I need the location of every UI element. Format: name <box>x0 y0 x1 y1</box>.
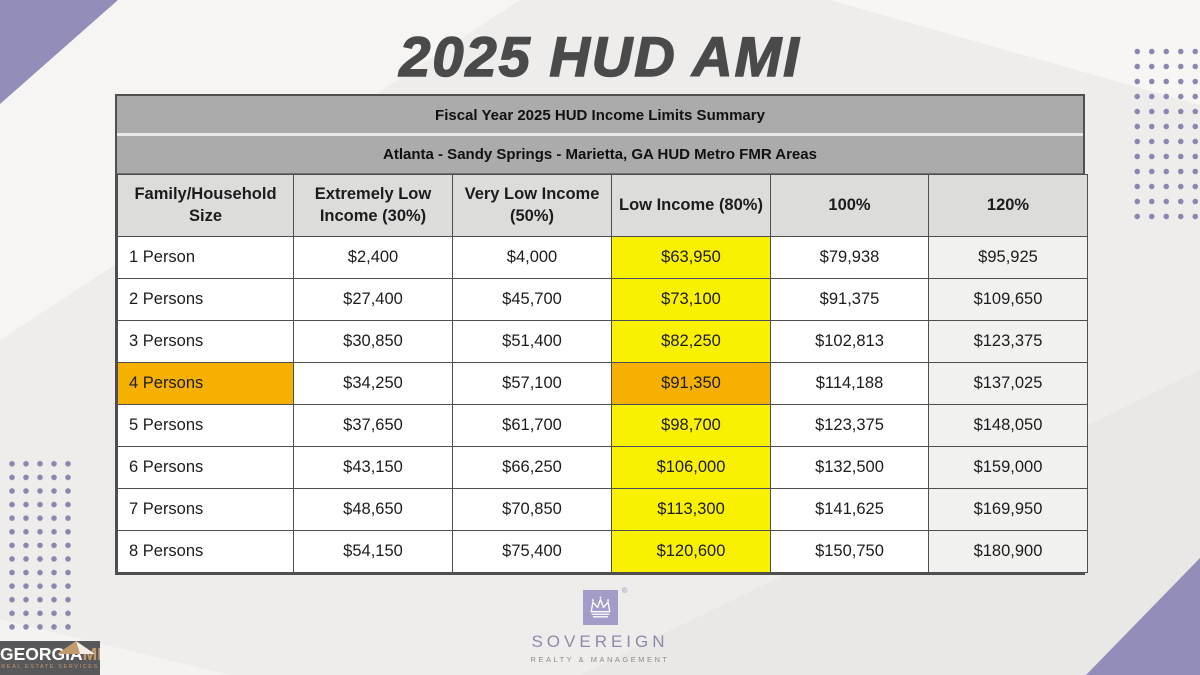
sovereign-logo: ® SOVEREIGN REALTY & MANAGEMENT <box>0 586 1200 664</box>
table-row: 3 Persons $30,850 $51,400 $82,250 $102,8… <box>117 320 1088 363</box>
cell-100pct: $114,188 <box>770 362 929 405</box>
page-title: 2025 HUD AMI <box>398 24 801 89</box>
cell-80pct: $82,250 <box>611 320 771 363</box>
table-row: 6 Persons $43,150 $66,250 $106,000 $132,… <box>117 446 1088 489</box>
cell-80pct: $106,000 <box>611 446 771 489</box>
cell-120pct: $159,000 <box>928 446 1088 489</box>
cell-100pct: $79,938 <box>770 236 929 279</box>
cell-50pct: $57,100 <box>452 362 612 405</box>
cell-80pct: $120,600 <box>611 530 771 573</box>
table-banner-metro-area: Atlanta - Sandy Springs - Marietta, GA H… <box>117 136 1083 174</box>
cell-50pct: $45,700 <box>452 278 612 321</box>
cell-80pct: $63,950 <box>611 236 771 279</box>
cell-30pct: $54,150 <box>293 530 453 573</box>
georgia-mls-tagline: REAL ESTATE SERVICES <box>1 664 99 670</box>
row-label: 6 Persons <box>117 446 294 489</box>
cell-80pct: $98,700 <box>611 404 771 447</box>
cell-100pct: $141,625 <box>770 488 929 531</box>
column-header-extremely-low: Extremely Low Income (30%) <box>293 174 453 237</box>
table-row: 5 Persons $37,650 $61,700 $98,700 $123,3… <box>117 404 1088 447</box>
row-label: 2 Persons <box>117 278 294 321</box>
cell-100pct: $150,750 <box>770 530 929 573</box>
registered-trademark: ® <box>621 586 628 595</box>
cell-30pct: $2,400 <box>293 236 453 279</box>
row-label: 5 Persons <box>117 404 294 447</box>
cell-80pct: $73,100 <box>611 278 771 321</box>
column-header-100: 100% <box>770 174 929 237</box>
cell-50pct: $75,400 <box>452 530 612 573</box>
cell-120pct: $148,050 <box>928 404 1088 447</box>
cell-50pct: $51,400 <box>452 320 612 363</box>
table-row: 2 Persons $27,400 $45,700 $73,100 $91,37… <box>117 278 1088 321</box>
cell-30pct: $30,850 <box>293 320 453 363</box>
row-label: 7 Persons <box>117 488 294 531</box>
cell-120pct: $180,900 <box>928 530 1088 573</box>
cell-80pct: $113,300 <box>611 488 771 531</box>
cell-100pct: $132,500 <box>770 446 929 489</box>
sovereign-logo-name: SOVEREIGN <box>531 632 669 651</box>
row-label-highlighted: 4 Persons <box>117 362 294 405</box>
column-header-family-size: Family/Household Size <box>117 174 294 237</box>
cell-30pct: $37,650 <box>293 404 453 447</box>
cell-50pct: $70,850 <box>452 488 612 531</box>
cell-50pct: $61,700 <box>452 404 612 447</box>
cell-120pct: $109,650 <box>928 278 1088 321</box>
cell-80pct-highlighted: $91,350 <box>611 362 771 405</box>
cell-30pct: $48,650 <box>293 488 453 531</box>
sovereign-logo-tagline: REALTY & MANAGEMENT <box>530 655 670 664</box>
dot-grid-bottom-left <box>3 455 73 633</box>
sovereign-logo-square: ® <box>582 586 628 625</box>
georgia-mls-logo: GEORGIAMLS REAL ESTATE SERVICES <box>0 641 100 675</box>
table-banner-fiscal-year: Fiscal Year 2025 HUD Income Limits Summa… <box>117 96 1083 136</box>
table-row: 8 Persons $54,150 $75,400 $120,600 $150,… <box>117 530 1088 573</box>
cell-120pct: $123,375 <box>928 320 1088 363</box>
mountain-icon <box>57 641 95 654</box>
cell-30pct: $34,250 <box>293 362 453 405</box>
income-limits-grid: Family/Household Size Extremely Low Inco… <box>117 174 1088 573</box>
cell-120pct: $137,025 <box>928 362 1088 405</box>
column-header-low: Low Income (80%) <box>611 174 771 237</box>
table-row: 1 Person $2,400 $4,000 $63,950 $79,938 $… <box>117 236 1088 279</box>
cell-120pct: $95,925 <box>928 236 1088 279</box>
cell-50pct: $4,000 <box>452 236 612 279</box>
crown-icon <box>590 596 610 618</box>
cell-30pct: $27,400 <box>293 278 453 321</box>
cell-50pct: $66,250 <box>452 446 612 489</box>
income-limits-table: Fiscal Year 2025 HUD Income Limits Summa… <box>115 94 1088 575</box>
cell-120pct: $169,950 <box>928 488 1088 531</box>
row-label: 8 Persons <box>117 530 294 573</box>
cell-100pct: $102,813 <box>770 320 929 363</box>
dot-grid-top-right <box>1127 41 1199 221</box>
table-row: 7 Persons $48,650 $70,850 $113,300 $141,… <box>117 488 1088 531</box>
row-label: 3 Persons <box>117 320 294 363</box>
cell-100pct: $123,375 <box>770 404 929 447</box>
column-header-120: 120% <box>928 174 1088 237</box>
cell-30pct: $43,150 <box>293 446 453 489</box>
row-label: 1 Person <box>117 236 294 279</box>
column-header-very-low: Very Low Income (50%) <box>452 174 612 237</box>
georgia-mls-name-part1: GEORGIA <box>0 644 83 664</box>
column-header-row: Family/Household Size Extremely Low Inco… <box>117 174 1088 237</box>
cell-100pct: $91,375 <box>770 278 929 321</box>
table-row-highlighted: 4 Persons $34,250 $57,100 $91,350 $114,1… <box>117 362 1088 405</box>
